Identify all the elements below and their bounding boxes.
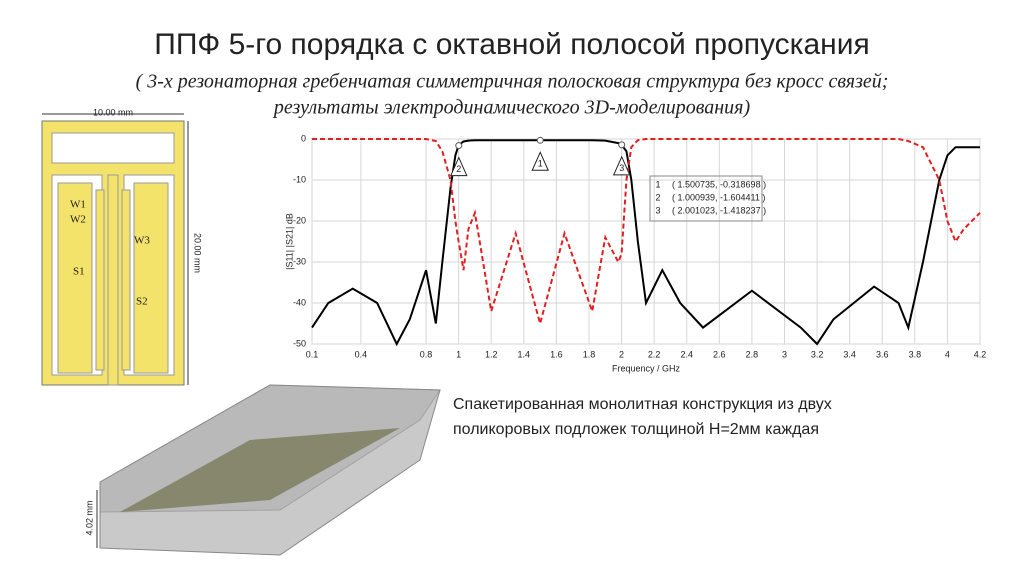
y-tick-label: -10	[293, 174, 306, 184]
marker-label: 1	[538, 159, 543, 169]
strip	[57, 182, 93, 374]
y-tick-label: -20	[293, 215, 306, 225]
width-label: 10.00 mm	[93, 107, 133, 117]
y-axis-label: |S11| |S21| dB	[284, 213, 294, 270]
filter-layout: 10.00 mm 20.00 mm W1 W2 W3 S1 S2	[41, 107, 203, 386]
x-tick-label: 3.6	[876, 349, 889, 359]
x-tick-label: 0.4	[355, 349, 368, 359]
x-tick-label: 3.4	[843, 349, 856, 359]
x-tick-label: 1.2	[485, 349, 498, 359]
chart: 0.1 0.4 0.8 1 1.2 1.4 1.6 1.8 2 2.2 2.4 2.6 2.8 3 3.2 3…	[284, 133, 986, 373]
subtitle-line: результаты электродинамического 3D-модел…	[272, 97, 751, 119]
y-tick-label: -40	[293, 297, 306, 307]
x-tick-label: 4	[945, 349, 950, 359]
dimension-label: W1	[70, 199, 86, 211]
x-tick-label: 2.8	[746, 349, 759, 359]
marker-legend-id: 3	[655, 205, 660, 215]
strips	[120, 428, 400, 512]
caption-line: поликоровых подложек толщиной H=2мм кажд…	[453, 421, 819, 438]
resonator	[107, 174, 119, 386]
x-tick-label: 2	[619, 349, 624, 359]
caption-line: Спакетированная монолитная конструкция и…	[453, 396, 832, 413]
marker-legend-text: ( 1.500735, -0.318698 )	[672, 179, 766, 189]
x-tick-label: 3.8	[909, 349, 922, 359]
marker-flag	[450, 156, 468, 177]
gap	[51, 132, 175, 164]
series-line	[311, 139, 980, 347]
resonator	[95, 189, 105, 371]
height-label: 20.00 mm	[193, 233, 203, 273]
x-tick-label: 1	[456, 349, 461, 359]
marker-legend-text: ( 2.001023, -1.418237 )	[672, 205, 766, 215]
x-tick-label: 3	[782, 349, 787, 359]
marker-point	[536, 136, 544, 144]
series-line	[312, 138, 981, 328]
marker-flag	[531, 151, 549, 171]
y-tick-label: -30	[293, 256, 306, 266]
marker-label: 2	[456, 164, 461, 174]
subtitle-line: ( 3-х резонаторная гребенчатая симметрич…	[136, 71, 889, 93]
x-tick-label: 2.4	[680, 349, 693, 359]
x-tick-label: 4.2	[974, 349, 987, 359]
resonator	[121, 189, 131, 371]
x-tick-label: 3.2	[811, 349, 824, 359]
dimension-label: S1	[73, 266, 85, 278]
x-tick-label: 1.6	[550, 349, 563, 359]
model-3d: 4.02 mm	[84, 384, 441, 556]
marker-point	[455, 142, 463, 150]
x-tick-label: 1.4	[518, 349, 531, 359]
x-axis-label: Frequency / GHz	[612, 363, 681, 373]
x-tick-label: 1.8	[583, 349, 596, 359]
y-tick-label: 0	[301, 133, 306, 143]
strip	[133, 182, 169, 374]
x-tick-label: 0.8	[420, 349, 433, 359]
thickness-label: 4.02 mm	[84, 500, 94, 535]
dimension-label: W3	[134, 235, 150, 247]
marker-legend-box	[649, 175, 763, 222]
x-tick-label: 2.6	[713, 349, 726, 359]
dimension-label: W2	[70, 214, 86, 226]
marker-legend-id: 2	[655, 192, 660, 202]
marker-label: 3	[619, 163, 624, 173]
marker-flag	[612, 155, 631, 176]
dimension-label: S2	[136, 296, 148, 308]
slide-title: ППФ 5-го порядка с октавной полосой проп…	[154, 28, 869, 61]
marker-legend-text: ( 1.000939, -1.604411 )	[672, 192, 765, 202]
x-tick-label: 2.2	[648, 349, 661, 359]
y-tick-label: -50	[293, 338, 306, 348]
x-tick-label: 0.1	[306, 349, 319, 359]
marker-point	[618, 141, 626, 149]
marker-legend-id: 1	[655, 179, 660, 189]
